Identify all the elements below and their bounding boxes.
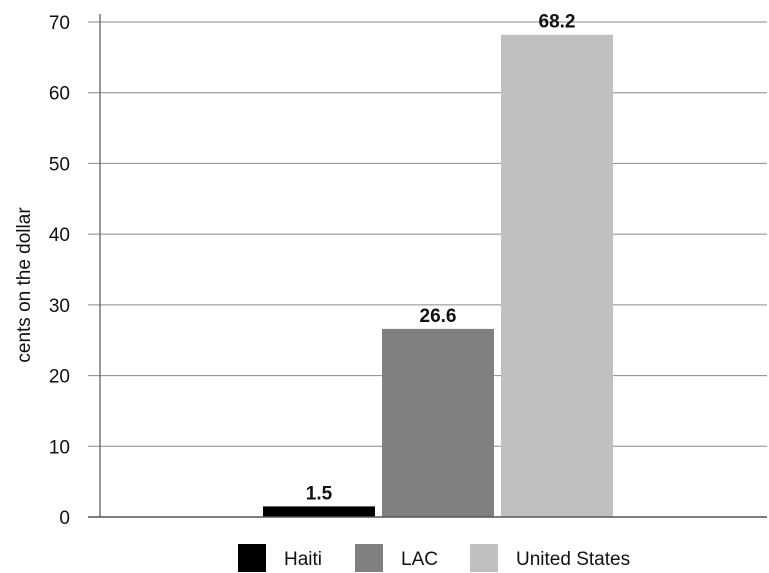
y-axis-title: cents on the dollar — [14, 207, 35, 363]
bar-united-states — [501, 34, 613, 517]
y-tick-label: 10 — [49, 437, 70, 458]
y-tick-labels: 0 10 20 30 40 50 60 70 — [49, 13, 70, 529]
legend-swatch-lac — [355, 544, 383, 572]
y-tick-label: 30 — [49, 296, 70, 317]
bar-lac — [382, 328, 494, 517]
legend-swatch-united-states — [470, 544, 498, 572]
y-tick-label: 40 — [49, 225, 70, 246]
bars — [263, 34, 613, 517]
y-tick-label: 50 — [49, 154, 70, 175]
legend-swatch-haiti — [238, 544, 266, 572]
legend: Haiti LAC United States — [238, 544, 630, 572]
y-tick-label: 70 — [49, 13, 70, 34]
y-tick-label: 20 — [49, 367, 70, 388]
data-labels: 1.5 26.6 68.2 — [306, 12, 576, 505]
axes — [88, 14, 767, 518]
legend-label: United States — [516, 549, 630, 570]
data-label: 1.5 — [306, 483, 333, 504]
data-label: 68.2 — [539, 12, 576, 33]
legend-label: LAC — [401, 549, 438, 570]
gridlines — [88, 21, 767, 447]
bar-haiti — [263, 506, 375, 517]
y-tick-label: 0 — [59, 508, 70, 529]
data-label: 26.6 — [420, 306, 457, 327]
y-tick-label: 60 — [49, 84, 70, 105]
legend-label: Haiti — [284, 549, 322, 570]
